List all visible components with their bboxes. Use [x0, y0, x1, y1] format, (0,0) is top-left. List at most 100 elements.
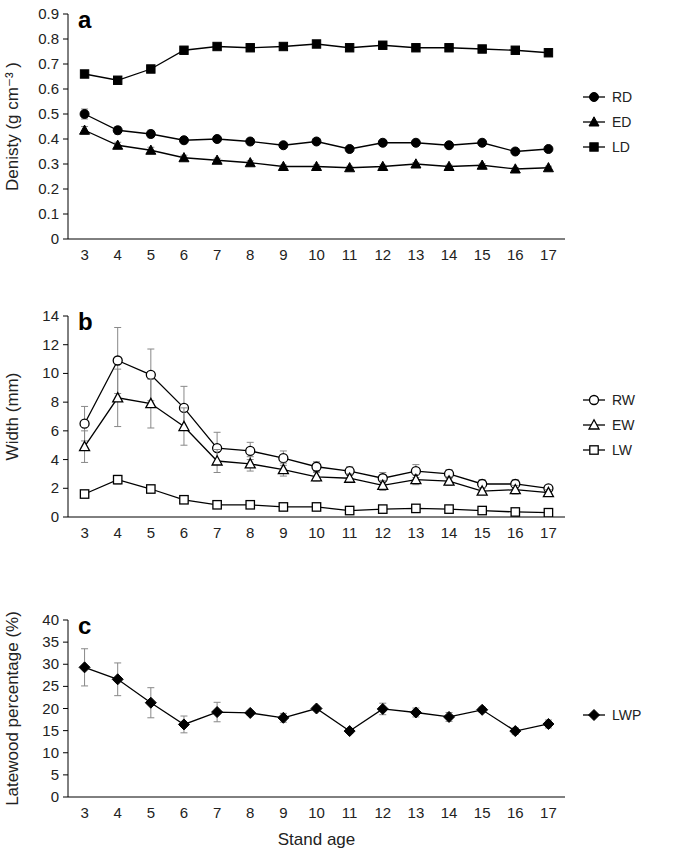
- data-point: [312, 137, 321, 146]
- data-point: [511, 46, 519, 54]
- data-point: [146, 130, 155, 139]
- data-point: [543, 718, 554, 729]
- figure: 00.10.20.30.40.50.60.70.80.9345678910111…: [0, 0, 685, 858]
- x-tick-label: 9: [279, 524, 287, 541]
- data-point: [80, 490, 88, 498]
- y-tick: [63, 89, 68, 90]
- x-tick-label: 9: [279, 804, 287, 821]
- data-point: [245, 158, 255, 167]
- plot-area: [80, 40, 554, 173]
- x-tick-label: 7: [213, 246, 221, 263]
- x-tick-label: 5: [147, 246, 155, 263]
- data-point: [213, 42, 221, 50]
- x-tick-label: 5: [147, 804, 155, 821]
- error-cap: [81, 430, 88, 431]
- error-cap: [412, 484, 419, 485]
- y-tick-label: 10: [42, 364, 59, 381]
- error-cap: [247, 471, 254, 472]
- error-cap: [81, 406, 88, 407]
- error-cap: [214, 432, 221, 433]
- legend-label: LD: [612, 139, 630, 155]
- y-tick: [63, 430, 68, 431]
- data-point: [213, 501, 221, 509]
- error-cap: [180, 407, 187, 408]
- y-tick-label: 2: [51, 479, 59, 496]
- data-point: [212, 456, 222, 465]
- error-cap: [147, 687, 154, 688]
- data-point: [312, 40, 320, 48]
- x-axis: [68, 239, 565, 240]
- data-point: [411, 474, 421, 483]
- data-point: [445, 44, 453, 52]
- error-cap: [214, 721, 221, 722]
- y-tick-label: 0.3: [38, 155, 59, 172]
- plot-area: [79, 649, 554, 737]
- data-point: [113, 140, 123, 149]
- error-cap: [379, 472, 386, 473]
- series-line: [85, 398, 549, 493]
- x-tick-label: 17: [540, 246, 557, 263]
- error-cap: [214, 702, 221, 703]
- data-point: [378, 480, 388, 489]
- data-point: [112, 674, 123, 685]
- x-tick-label: 10: [308, 246, 325, 263]
- x-tick-label: 16: [507, 246, 524, 263]
- x-tick-label: 6: [180, 524, 188, 541]
- y-tick-label: 0: [51, 788, 59, 805]
- x-tick-label: 6: [180, 804, 188, 821]
- x-tick-label: 11: [342, 524, 358, 541]
- data-point: [246, 137, 255, 146]
- error-cap: [147, 349, 154, 350]
- y-axis-label: Latewood percentage (%): [3, 611, 22, 806]
- data-point: [80, 441, 90, 450]
- legend-label: ED: [612, 114, 631, 130]
- error-cap: [412, 464, 419, 465]
- legend-label: RD: [612, 89, 632, 105]
- error-cap: [114, 426, 121, 427]
- error-bar: [114, 127, 121, 135]
- y-axis: [68, 316, 69, 517]
- data-point: [246, 446, 255, 455]
- data-point: [278, 464, 288, 473]
- data-point: [212, 155, 222, 164]
- data-point: [146, 370, 155, 379]
- error-cap: [247, 442, 254, 443]
- legend-label: LWP: [612, 707, 641, 723]
- data-point: [278, 712, 289, 723]
- y-tick: [63, 488, 68, 489]
- data-point: [279, 42, 287, 50]
- error-cap: [81, 685, 88, 686]
- y-tick: [63, 64, 68, 65]
- x-tick-label: 12: [374, 246, 391, 263]
- error-cap: [280, 476, 287, 477]
- x-tick-label: 12: [374, 804, 391, 821]
- data-point: [147, 485, 155, 493]
- error-cap: [114, 369, 121, 370]
- legend-entry: EW: [583, 417, 635, 433]
- panel-a: 00.10.20.30.40.50.60.70.80.9345678910111…: [3, 5, 632, 263]
- legend-marker: [590, 143, 598, 151]
- data-point: [80, 125, 90, 134]
- y-tick-label: 0.2: [38, 180, 59, 197]
- y-tick: [63, 14, 68, 15]
- y-tick: [63, 139, 68, 140]
- y-tick-label: 10: [42, 744, 59, 761]
- error-cap: [180, 732, 187, 733]
- x-tick-label: 14: [441, 804, 458, 821]
- series-line: [85, 44, 549, 80]
- data-point: [312, 472, 322, 481]
- y-tick-label: 15: [42, 722, 59, 739]
- data-point: [312, 161, 322, 170]
- y-tick: [63, 642, 68, 643]
- error-cap: [280, 450, 287, 451]
- data-point: [477, 160, 487, 169]
- error-cap: [214, 472, 221, 473]
- data-point: [445, 505, 453, 513]
- error-cap: [114, 695, 121, 696]
- data-point: [213, 135, 222, 144]
- error-cap: [114, 662, 121, 663]
- x-tick-label: 4: [114, 524, 122, 541]
- legend-label: LW: [612, 442, 633, 458]
- data-point: [378, 138, 387, 147]
- data-point: [345, 506, 353, 514]
